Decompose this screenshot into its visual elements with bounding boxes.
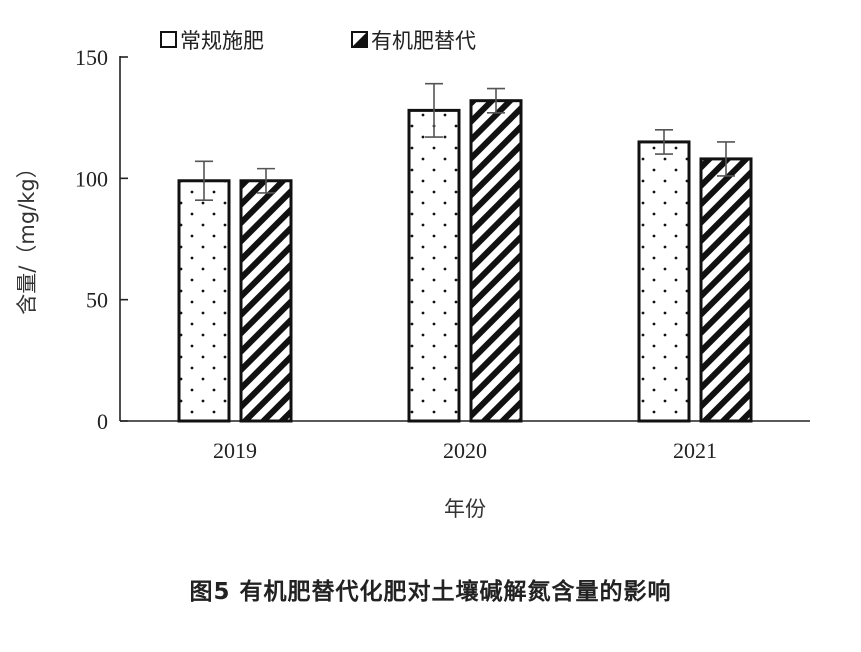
x-tick-label: 2021 — [673, 438, 717, 463]
error-bar-organic-2019 — [257, 167, 275, 194]
bar-conventional-2020 — [407, 108, 461, 423]
x-tick-label: 2020 — [443, 438, 487, 463]
y-tick-label: 50 — [86, 288, 108, 313]
bar-organic-2020 — [469, 99, 523, 423]
bar-organic-2021 — [699, 157, 753, 423]
y-tick-label: 150 — [75, 45, 108, 70]
legend-swatch-dots — [160, 31, 177, 48]
y-axis-title: 含量/（mg/kg） — [15, 157, 39, 314]
error-bar-organic-2020 — [487, 87, 505, 114]
legend: 常规施肥 有机肥替代 — [160, 29, 476, 53]
x-tick-label: 2019 — [213, 438, 257, 463]
bar-conventional-2019 — [177, 179, 231, 423]
bar-chart: 0 50 100 150 2019 2020 2021 年份 含量/（mg/kg） 常规施… — [15, 29, 810, 521]
x-tick-group: 2019 2020 2021 — [213, 438, 717, 463]
error-bar-conventional-2020 — [425, 82, 443, 138]
y-tick-label: 100 — [75, 166, 108, 191]
error-bar-conventional-2019 — [195, 160, 213, 201]
figure-caption: 图5 有机肥替代化肥对土壤碱解氮含量的影响 — [189, 579, 672, 605]
error-bar-conventional-2021 — [655, 129, 673, 155]
error-bar-group — [195, 82, 735, 201]
x-axis-title: 年份 — [444, 497, 486, 521]
legend-swatch-hatch — [351, 31, 368, 48]
legend-label-conventional: 常规施肥 — [180, 29, 264, 53]
bar-organic-2019 — [239, 179, 293, 423]
bar-conventional-2021 — [637, 140, 691, 423]
error-bar-organic-2021 — [717, 141, 735, 177]
bar-group — [177, 99, 753, 423]
y-tick-label: 0 — [97, 409, 108, 434]
legend-label-organic: 有机肥替代 — [371, 29, 476, 53]
y-tick-group: 0 50 100 150 — [75, 45, 128, 434]
